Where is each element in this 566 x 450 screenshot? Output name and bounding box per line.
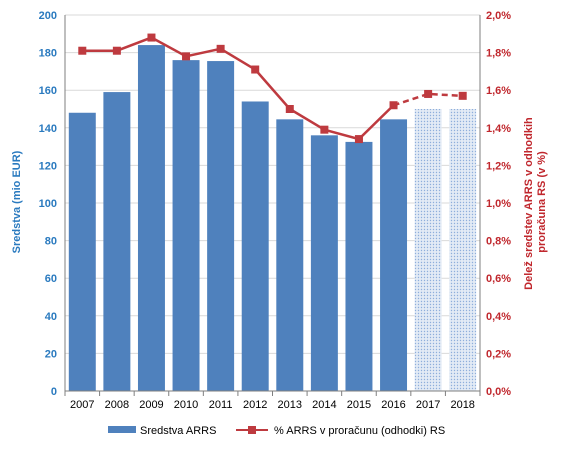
legend-bar-label: Sredstva ARRS xyxy=(140,425,216,437)
y-left-tick-label: 180 xyxy=(39,48,57,60)
bar xyxy=(137,45,165,392)
x-tick-label: 2010 xyxy=(174,399,198,411)
legend-line-marker xyxy=(248,426,256,434)
bar xyxy=(103,92,131,391)
x-tick-label: 2016 xyxy=(381,399,405,411)
bar xyxy=(276,119,304,391)
y-left-tick-label: 20 xyxy=(45,348,57,360)
y-left-tick-label: 120 xyxy=(39,160,57,172)
y-axis-right-title-line-1: Delež sredstev ARRS v odhodkih xyxy=(523,117,535,290)
x-tick-label: 2009 xyxy=(139,399,163,411)
bar-projected xyxy=(414,109,442,391)
y-right-tick-label: 1,8% xyxy=(486,48,511,60)
x-tick-label: 2014 xyxy=(312,399,336,411)
y-right-tick-label: 1,6% xyxy=(486,85,511,97)
y-left-tick-label: 0 xyxy=(51,386,57,398)
x-tick-label: 2015 xyxy=(347,399,371,411)
legend-bar-swatch xyxy=(108,426,136,433)
line-point xyxy=(320,125,329,134)
line-point xyxy=(147,33,156,42)
y-right-tick-label: 0,2% xyxy=(486,348,511,360)
line-point xyxy=(216,44,225,53)
y-axis-right-title: Delež sredstev ARRS v odhodkih proračuna… xyxy=(523,114,548,290)
y-left-tick-label: 160 xyxy=(39,85,57,97)
legend: Sredstva ARRS % ARRS v proračunu (odhodk… xyxy=(108,425,445,437)
line-point xyxy=(182,52,191,61)
x-tick-label: 2007 xyxy=(70,399,94,411)
y-left-tick-label: 60 xyxy=(45,273,57,285)
axes xyxy=(64,15,481,396)
y-right-tick-label: 0,8% xyxy=(486,236,511,248)
y-left-tick-label: 200 xyxy=(39,10,57,22)
bar xyxy=(241,101,269,391)
bar xyxy=(310,135,338,391)
x-tick-label: 2012 xyxy=(243,399,267,411)
y-right-tick-label: 1,4% xyxy=(486,123,511,135)
y-axis-left-title: Sredstva (mio EUR) xyxy=(11,150,23,253)
percent-line-solid xyxy=(82,36,395,141)
y-right-tick-label: 2,0% xyxy=(486,10,511,22)
x-tick-label: 2011 xyxy=(209,399,233,411)
line-point xyxy=(424,89,433,98)
y-right-tick-label: 1,0% xyxy=(486,198,511,210)
legend-line-label: % ARRS v proračunu (odhodki) RS xyxy=(274,425,445,437)
y-right-tick-label: 0,4% xyxy=(486,311,511,323)
line-point xyxy=(78,46,87,55)
bar xyxy=(380,119,408,391)
bar-projected xyxy=(449,109,477,391)
y-right-tick-label: 0,0% xyxy=(486,386,511,398)
line-point xyxy=(285,105,294,113)
tick-labels: 0 20 40 60 80 100 120 140 160 180 200 0,0% 0,2% 0,4% 0… xyxy=(39,10,512,411)
x-tick-label: 2013 xyxy=(278,399,302,411)
line-point xyxy=(251,65,260,74)
x-tick-label: 2008 xyxy=(105,399,129,411)
line-point xyxy=(389,101,398,110)
line-point xyxy=(354,135,363,144)
x-tick-label: 2018 xyxy=(450,399,474,411)
x-tick-label: 2017 xyxy=(416,399,440,411)
y-left-tick-label: 40 xyxy=(45,311,57,323)
y-left-tick-label: 140 xyxy=(39,123,57,135)
y-axis-right-title-line-2: proračuna RS (v %) xyxy=(536,151,548,253)
bar xyxy=(68,112,96,391)
y-right-tick-label: 1,2% xyxy=(486,160,511,172)
line-point xyxy=(458,91,467,100)
y-right-tick-label: 0,6% xyxy=(486,273,511,285)
y-left-tick-label: 80 xyxy=(45,236,57,248)
bars xyxy=(68,45,477,392)
bar xyxy=(207,61,235,392)
percent-line-dashed xyxy=(393,92,463,107)
percent-line xyxy=(78,33,467,144)
y-left-tick-label: 100 xyxy=(39,198,57,210)
line-point xyxy=(112,46,121,55)
bar xyxy=(172,60,200,392)
bar xyxy=(345,141,373,391)
